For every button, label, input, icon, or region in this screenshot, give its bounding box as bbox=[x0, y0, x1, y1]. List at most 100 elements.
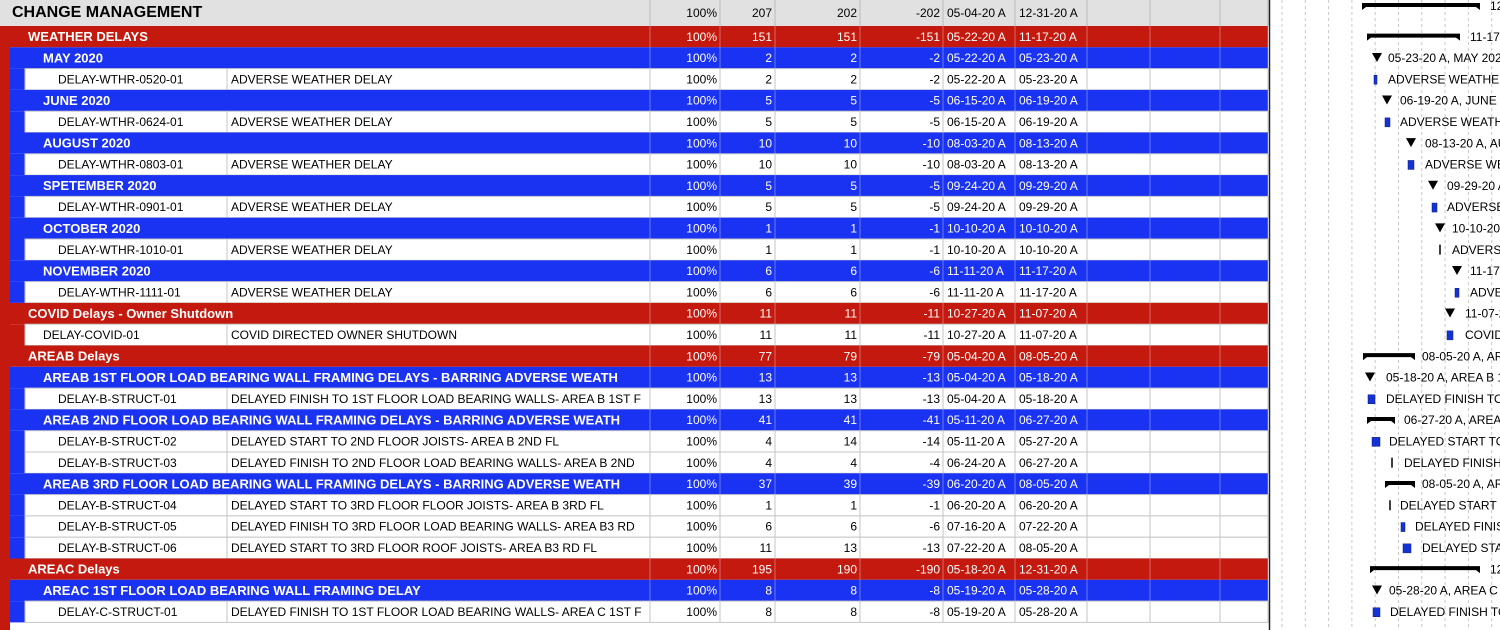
bar-label: 05-18-20 A, AREA B 1 bbox=[1386, 371, 1500, 385]
subgroup-row bbox=[10, 473, 1268, 495]
cell-number: 195 bbox=[752, 562, 772, 576]
indent-strip bbox=[10, 515, 25, 538]
cell-number: 4 bbox=[765, 435, 772, 449]
cell-date: 08-13-20 A bbox=[1019, 136, 1078, 150]
cell-date: 10-27-20 A bbox=[947, 328, 1006, 342]
activity-id: DELAY-B-STRUCT-06 bbox=[58, 541, 177, 555]
subgroup-row bbox=[10, 579, 1268, 602]
bar-label: 11-17- bbox=[1470, 30, 1500, 44]
bar-label: 05-28-20 A, AREA C bbox=[1389, 584, 1498, 598]
bar-label: DELAYED STA bbox=[1422, 541, 1500, 555]
summary-bar bbox=[1367, 417, 1395, 425]
activity-id: DELAY-WTHR-1010-01 bbox=[58, 243, 184, 257]
cell-date: 12-31-20 A bbox=[1019, 562, 1078, 576]
cell-number: -5 bbox=[929, 200, 940, 214]
bar-label: DELAYED FINISH TO bbox=[1390, 605, 1500, 619]
group-name: AREAC Delays bbox=[28, 562, 120, 577]
cell-date: 05-04-20 A bbox=[947, 371, 1006, 385]
milestone-marker bbox=[1382, 95, 1392, 105]
bar-label: ADVERS bbox=[1452, 243, 1500, 257]
cell-date: 09-24-20 A bbox=[947, 200, 1006, 214]
activity-row bbox=[24, 515, 1269, 538]
cell-date: 08-05-20 A bbox=[1019, 541, 1078, 555]
summary-bar bbox=[1385, 480, 1415, 488]
cell-number: 1 bbox=[765, 222, 772, 236]
cell-number: 1 bbox=[850, 222, 857, 236]
cell-date: 05-18-20 A bbox=[1019, 371, 1078, 385]
group-name: AREAB Delays bbox=[28, 349, 120, 364]
subgroup-name: NOVEMBER 2020 bbox=[43, 263, 151, 278]
bar-label: 10-10-20 bbox=[1452, 222, 1500, 236]
activity-row bbox=[24, 323, 1269, 347]
cell-number: 100% bbox=[686, 307, 717, 321]
outline-strip bbox=[0, 26, 10, 630]
cell-number: 190 bbox=[837, 562, 857, 576]
cell-number: 8 bbox=[765, 605, 772, 619]
cell-date: 09-29-20 A bbox=[1019, 200, 1078, 214]
cell-number: -202 bbox=[916, 6, 940, 20]
cell-date: 11-17-20 A bbox=[1019, 264, 1077, 278]
cell-number: 100% bbox=[686, 349, 717, 363]
subgroup-row bbox=[10, 132, 1268, 154]
cell-date: 08-03-20 A bbox=[947, 136, 1006, 150]
cell-number: -1 bbox=[929, 222, 940, 236]
milestone-marker bbox=[1445, 308, 1455, 318]
activity-row bbox=[24, 195, 1269, 219]
activity-description: ADVERSE WEATHER DELAY bbox=[231, 200, 393, 214]
activity-bar bbox=[1454, 288, 1460, 298]
bar-label: ADVERSE WEATH bbox=[1400, 115, 1500, 129]
cell-number: -2 bbox=[929, 72, 940, 86]
cell-number: 10 bbox=[844, 136, 858, 150]
cell-number: 5 bbox=[850, 179, 857, 193]
cell-date: 05-04-20 A bbox=[947, 349, 1006, 363]
bar-label: 08-13-20 A, AU bbox=[1425, 136, 1500, 150]
milestone-marker bbox=[1435, 223, 1445, 233]
cell-number: 6 bbox=[850, 264, 857, 278]
cell-number: 100% bbox=[686, 6, 717, 20]
bar-label: 05-23-20 A, MAY 202 bbox=[1388, 51, 1500, 65]
activity-row bbox=[24, 281, 1269, 304]
cell-date: 09-29-20 A bbox=[1019, 179, 1078, 193]
indent-strip bbox=[10, 239, 25, 261]
subgroup-row bbox=[10, 47, 1268, 69]
subgroup-row bbox=[10, 409, 1268, 431]
summary-bar bbox=[1370, 566, 1480, 574]
milestone-marker bbox=[1452, 265, 1462, 275]
cell-number: 100% bbox=[686, 498, 717, 512]
bar-label: ADVERSE WE bbox=[1425, 158, 1500, 172]
cell-number: -6 bbox=[929, 285, 940, 299]
cell-date: 05-22-20 A bbox=[947, 51, 1006, 65]
indent-strip bbox=[10, 430, 25, 452]
cell-number: 14 bbox=[844, 435, 858, 449]
bar-label: DELAYED START TO bbox=[1389, 435, 1500, 449]
cell-number: 77 bbox=[759, 349, 773, 363]
milestone-marker bbox=[1365, 372, 1375, 382]
cell-number: -8 bbox=[929, 605, 940, 619]
milestone-marker bbox=[1372, 52, 1382, 62]
bar-label: 08-05-20 A, AR bbox=[1422, 349, 1500, 363]
activity-id: DELAY-B-STRUCT-03 bbox=[58, 456, 177, 470]
bar-label: 09-29-20 A bbox=[1447, 179, 1500, 193]
activity-description: DELAYED START TO 3RD FLOOR FLOOR JOISTS-… bbox=[231, 498, 604, 512]
cell-date: 10-10-20 A bbox=[1019, 222, 1078, 236]
cell-number: -1 bbox=[929, 243, 940, 257]
cell-date: 06-20-20 A bbox=[1019, 498, 1078, 512]
subgroup-row bbox=[10, 366, 1268, 389]
cell-number: 8 bbox=[850, 584, 857, 598]
activity-description: ADVERSE WEATHER DELAY bbox=[231, 72, 393, 86]
cell-number: -151 bbox=[916, 30, 940, 44]
cell-date: 11-07-20 A bbox=[1019, 307, 1077, 321]
subgroup-name: SPETEMBER 2020 bbox=[43, 178, 156, 193]
cell-date: 10-27-20 A bbox=[947, 307, 1006, 321]
cell-number: 37 bbox=[759, 477, 773, 491]
cell-date: 06-20-20 A bbox=[947, 477, 1006, 491]
cell-number: 207 bbox=[752, 6, 772, 20]
cell-number: 13 bbox=[844, 371, 858, 385]
cell-number: -39 bbox=[923, 477, 941, 491]
cell-date: 06-24-20 A bbox=[947, 456, 1006, 470]
table-rows: CHANGE MANAGEMENT 100% 207 202 -202 05-04-20 … bbox=[0, 0, 1269, 630]
cell-date: 10-10-20 A bbox=[1019, 243, 1078, 257]
cell-number: 100% bbox=[686, 371, 717, 385]
